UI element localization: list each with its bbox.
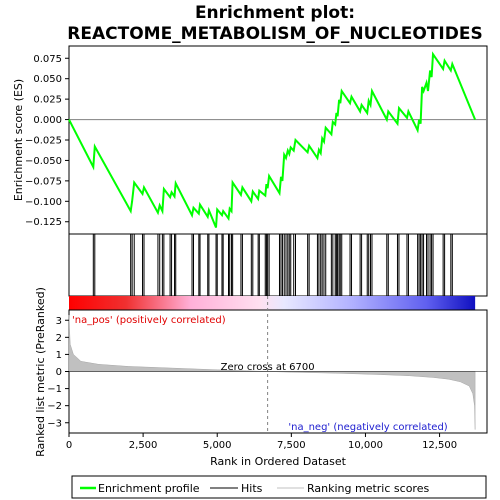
es-y-axis-ticks: −0.125 −0.100 −0.075 −0.050 −0.025 0.000 0.025…: [25, 54, 69, 228]
es-y-tick-label: 0.075: [33, 54, 62, 65]
es-panel-frame: [68, 45, 488, 235]
es-y-tick-label: −0.025: [25, 136, 62, 147]
metric-y-axis-ticks: −3 −2 −1 0 1 2 3: [47, 316, 69, 429]
x-axis-label: Rank in Ordered Dataset: [210, 455, 347, 468]
es-y-tick-label: −0.125: [25, 217, 62, 228]
legend-enrichment-label: Enrichment profile: [98, 482, 200, 495]
legend-box: [71, 475, 487, 499]
positive-correlation-label: 'na_pos' (positively correlated): [72, 315, 226, 326]
es-y-tick-label: 0.050: [33, 74, 62, 85]
x-tick-label: 7,500: [277, 440, 306, 451]
es-y-tick-label: −0.050: [25, 156, 62, 167]
metric-y-tick-label: 1: [56, 350, 62, 361]
zero-cross-label: Zero cross at 6700: [221, 362, 315, 373]
chart-title-line-2: REACTOME_METABOLISM_OF_NUCLEOTIDES: [67, 24, 482, 44]
es-y-tick-label: −0.075: [25, 176, 62, 187]
metric-y-tick-label: 3: [56, 316, 62, 327]
metric-y-tick-label: 0: [56, 367, 62, 378]
hit-markers: [92, 234, 453, 296]
es-y-tick-label: 0.025: [33, 95, 62, 106]
ranking-metric-area: [68, 315, 476, 430]
metric-y-tick-label: 2: [56, 333, 62, 344]
x-tick-label: 10,000: [348, 440, 383, 451]
metric-y-tick-label: −3: [47, 418, 62, 429]
es-y-axis-label: Enrichment score (ES): [12, 79, 25, 201]
x-tick-label: 5,000: [203, 440, 232, 451]
metric-y-tick-label: −2: [47, 401, 62, 412]
x-tick-label: 12,500: [422, 440, 457, 451]
metric-y-tick-label: −1: [47, 384, 62, 395]
x-tick-label: 2,500: [129, 440, 158, 451]
legend-metric-label: Ranking metric scores: [307, 482, 429, 495]
chart-title-line-1: Enrichment plot:: [195, 3, 355, 23]
enrichment-profile-line: [68, 51, 477, 228]
x-axis-ticks: 0 2,500 5,000 7,500 10,000 12,500: [66, 433, 457, 451]
legend-hits-label: Hits: [241, 482, 263, 495]
es-y-tick-label: −0.100: [25, 197, 62, 208]
negative-correlation-label: 'na_neg' (negatively correlated): [288, 422, 447, 433]
ranking-color-bar: [69, 296, 476, 310]
es-y-tick-label: 0.000: [33, 115, 62, 126]
x-tick-label: 0: [66, 440, 72, 451]
metric-y-axis-label: Ranked list metric (PreRanked): [34, 287, 47, 457]
